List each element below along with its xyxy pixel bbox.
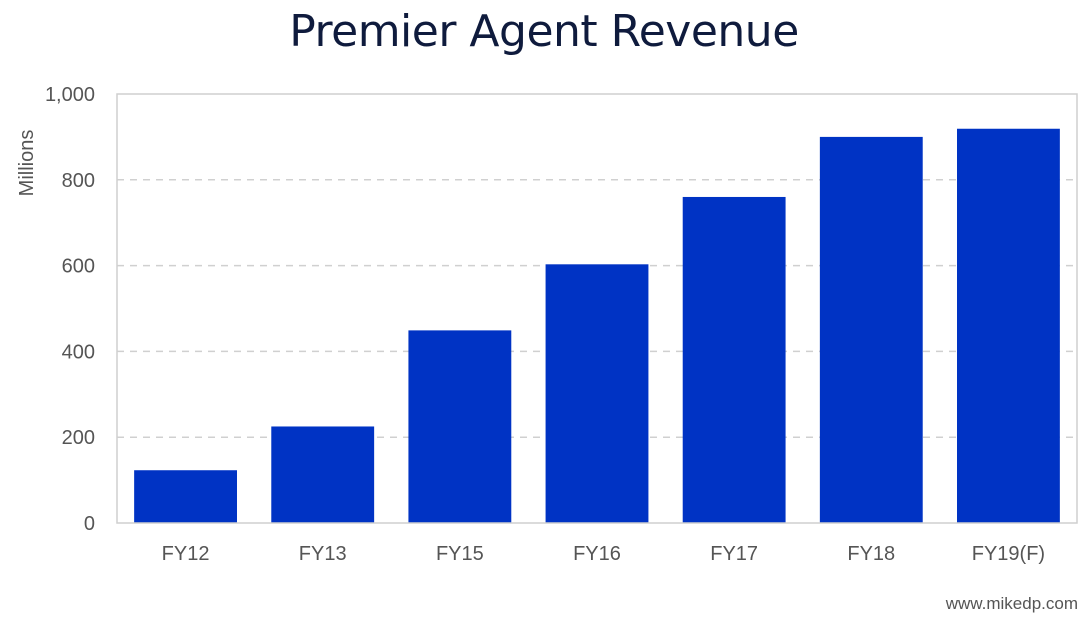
bar [819,136,923,523]
bar [271,426,375,523]
bar [957,128,1060,523]
bar [682,196,786,523]
bar [545,264,649,523]
y-tick-labels: 0 200 400 600 800 1,000 [45,84,95,535]
bar [134,470,237,523]
chart-title: Premier Agent Revenue [289,6,799,57]
x-tick-label: FY18 [847,543,895,565]
y-tick-label: 600 [62,256,95,278]
y-tick-label: 800 [62,170,95,192]
y-tick-label: 400 [62,341,95,363]
y-axis-label: Millions [16,130,38,197]
x-tick-label: FY15 [436,543,484,565]
x-tick-labels: FY12 FY13 FY15 FY16 FY17 FY18 FY19(F) [162,543,1045,565]
plot-frame [116,93,1078,524]
x-tick-label: FY16 [573,543,621,565]
x-tick-label: FY19(F) [972,543,1045,565]
y-tick-label: 0 [84,513,95,535]
x-tick-label: FY17 [710,543,758,565]
bar [408,330,512,523]
x-tick-label: FY12 [162,543,210,565]
watermark: www.mikedp.com [945,594,1078,613]
bars [134,128,1060,523]
y-tick-label: 1,000 [45,84,95,106]
x-tick-label: FY13 [299,543,347,565]
y-tick-label: 200 [62,427,95,449]
